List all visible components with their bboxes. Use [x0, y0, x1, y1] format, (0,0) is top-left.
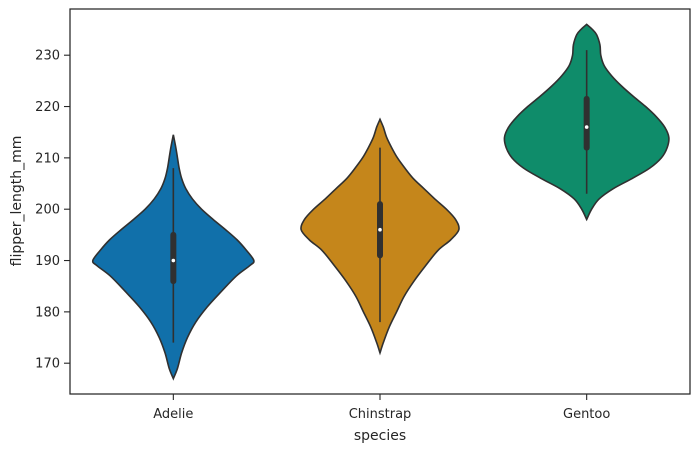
violin-adelie: [91, 134, 255, 381]
y-tick-label: 210: [35, 151, 60, 166]
violin-median: [584, 125, 589, 129]
x-tick-label: Chinstrap: [349, 407, 412, 422]
x-axis: Adelie Chinstrap Gentoo: [153, 394, 610, 422]
y-tick-label: 230: [35, 49, 60, 64]
y-tick-label: 200: [35, 203, 60, 218]
violin-median: [378, 227, 382, 232]
y-tick-label: 170: [35, 357, 60, 372]
y-tick-label: 190: [35, 254, 60, 269]
violin-chinstrap: [300, 117, 460, 356]
y-tick-label: 180: [35, 305, 60, 320]
x-tick-label: Adelie: [153, 407, 193, 422]
x-tick-label: Gentoo: [563, 407, 610, 422]
y-tick-label: 220: [35, 100, 60, 115]
y-axis: 170 180 190 200 210 220 230: [35, 49, 70, 372]
violin-layer: [91, 23, 670, 381]
violin-median: [171, 258, 176, 263]
y-axis-label: flipper_length_mm: [9, 136, 25, 267]
violin-gentoo: [503, 23, 670, 222]
x-axis-label: species: [354, 428, 406, 444]
